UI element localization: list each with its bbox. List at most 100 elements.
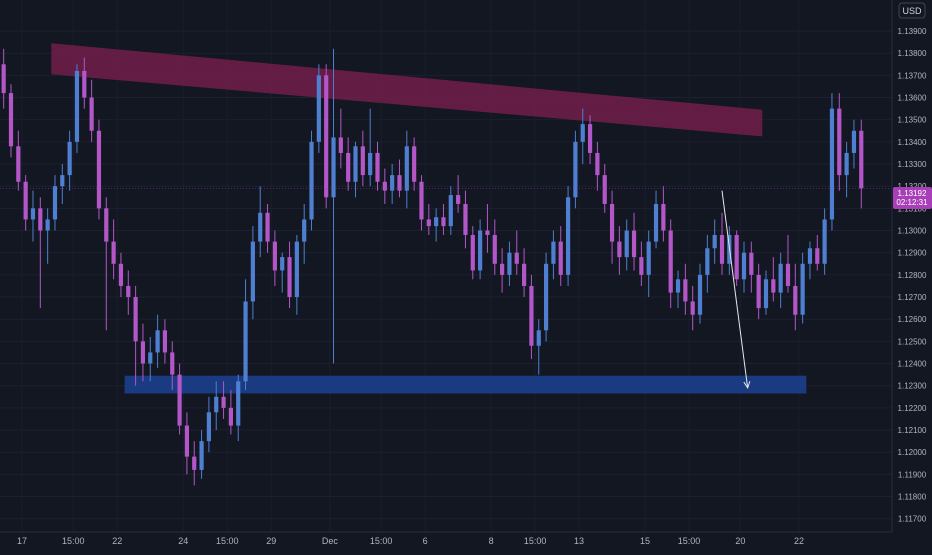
price-tick-label: 1.13800 <box>898 49 927 58</box>
candle <box>617 226 622 275</box>
candle <box>543 252 549 342</box>
candle <box>177 363 182 435</box>
time-tick-label: 15 <box>640 536 650 546</box>
last-price-tag-box <box>893 187 932 209</box>
candle <box>536 319 541 375</box>
candle <box>661 186 666 242</box>
candle <box>221 381 226 419</box>
currency-badge-box <box>898 2 926 19</box>
candle-body <box>456 195 461 204</box>
candle-body <box>104 208 109 242</box>
candle-body <box>463 203 468 235</box>
candle <box>368 108 373 187</box>
price-tick-label: 1.13300 <box>898 160 927 169</box>
candle <box>412 137 417 191</box>
candle-body <box>705 248 710 275</box>
candle <box>609 190 615 264</box>
candle-body <box>419 181 424 220</box>
price-tick-label: 1.12700 <box>898 293 927 302</box>
candle <box>206 396 212 453</box>
candle-body <box>426 219 431 227</box>
candle <box>646 230 651 298</box>
candle <box>192 441 197 486</box>
candle <box>140 323 146 382</box>
candle-body <box>67 141 72 176</box>
candle-body <box>844 152 849 176</box>
candle-body <box>851 130 857 153</box>
candle-body <box>507 252 512 275</box>
time-axis[interactable]: 17 15:00 22 24 15:00 29 Dec 15:00 6 8 15:00 13 15 15:… <box>17 536 804 546</box>
candle <box>294 234 299 315</box>
candle-body <box>609 203 615 242</box>
price-tick-label: 1.12100 <box>898 426 927 435</box>
candle <box>118 252 124 298</box>
candle <box>690 285 695 331</box>
candle <box>639 241 644 286</box>
candle-body <box>734 234 739 280</box>
candle <box>8 84 14 158</box>
candle-body <box>294 241 299 298</box>
candle-body <box>690 301 695 315</box>
candle <box>404 130 409 209</box>
candle-body <box>756 274 761 309</box>
candle-body <box>595 152 600 176</box>
candle <box>573 130 578 209</box>
candle-body <box>258 212 263 242</box>
price-tick-label: 1.12300 <box>898 382 927 391</box>
candle-body <box>434 217 439 227</box>
candle <box>324 64 329 209</box>
price-tick-label: 1.13400 <box>898 138 927 147</box>
candle <box>126 270 131 315</box>
candle <box>514 230 519 275</box>
candle <box>199 430 204 479</box>
candle <box>375 141 380 191</box>
price-axis[interactable]: 1.13900 1.13800 1.13700 1.13600 1.13500 1.134… <box>898 27 927 524</box>
candle <box>756 263 761 320</box>
support-zone[interactable] <box>124 375 807 394</box>
currency-badge[interactable]: USD <box>898 2 926 19</box>
candle <box>89 79 94 142</box>
candle-body <box>602 175 607 204</box>
candle-body <box>785 263 791 286</box>
price-tick-label: 1.12000 <box>898 448 927 457</box>
candle <box>309 130 314 231</box>
candle <box>111 219 116 280</box>
candle-body <box>822 219 827 264</box>
candle-body <box>712 234 717 249</box>
candle-body <box>316 75 321 142</box>
candle <box>851 119 857 169</box>
candle <box>346 137 351 191</box>
candle-body <box>265 212 270 242</box>
candle <box>705 234 710 293</box>
candle-body <box>478 230 483 271</box>
price-tick-label: 1.13900 <box>898 27 927 36</box>
candle <box>441 203 446 235</box>
candle <box>16 130 21 191</box>
candle <box>287 241 292 309</box>
candle <box>331 48 336 364</box>
time-tick-label: 13 <box>574 536 584 546</box>
candle-body <box>287 257 292 298</box>
candle-body <box>800 263 805 315</box>
candle-body <box>140 341 146 364</box>
candle <box>565 186 571 286</box>
candle-body <box>280 257 285 271</box>
resistance-zone[interactable] <box>51 43 763 137</box>
time-tick-label: 15:00 <box>62 536 85 546</box>
candle-body <box>719 234 725 264</box>
candle <box>771 257 776 302</box>
candle-body <box>500 263 505 275</box>
candle-body <box>529 285 534 346</box>
candle-body <box>272 241 277 271</box>
projection-arrow-line[interactable] <box>721 190 749 388</box>
price-tick-label: 1.13500 <box>898 116 927 125</box>
candle <box>82 57 87 109</box>
candle-body <box>45 219 50 231</box>
candle <box>719 212 725 275</box>
candle <box>763 270 769 315</box>
time-tick-label: 15:00 <box>370 536 393 546</box>
candle-body <box>631 230 637 258</box>
candle-body <box>749 252 754 275</box>
